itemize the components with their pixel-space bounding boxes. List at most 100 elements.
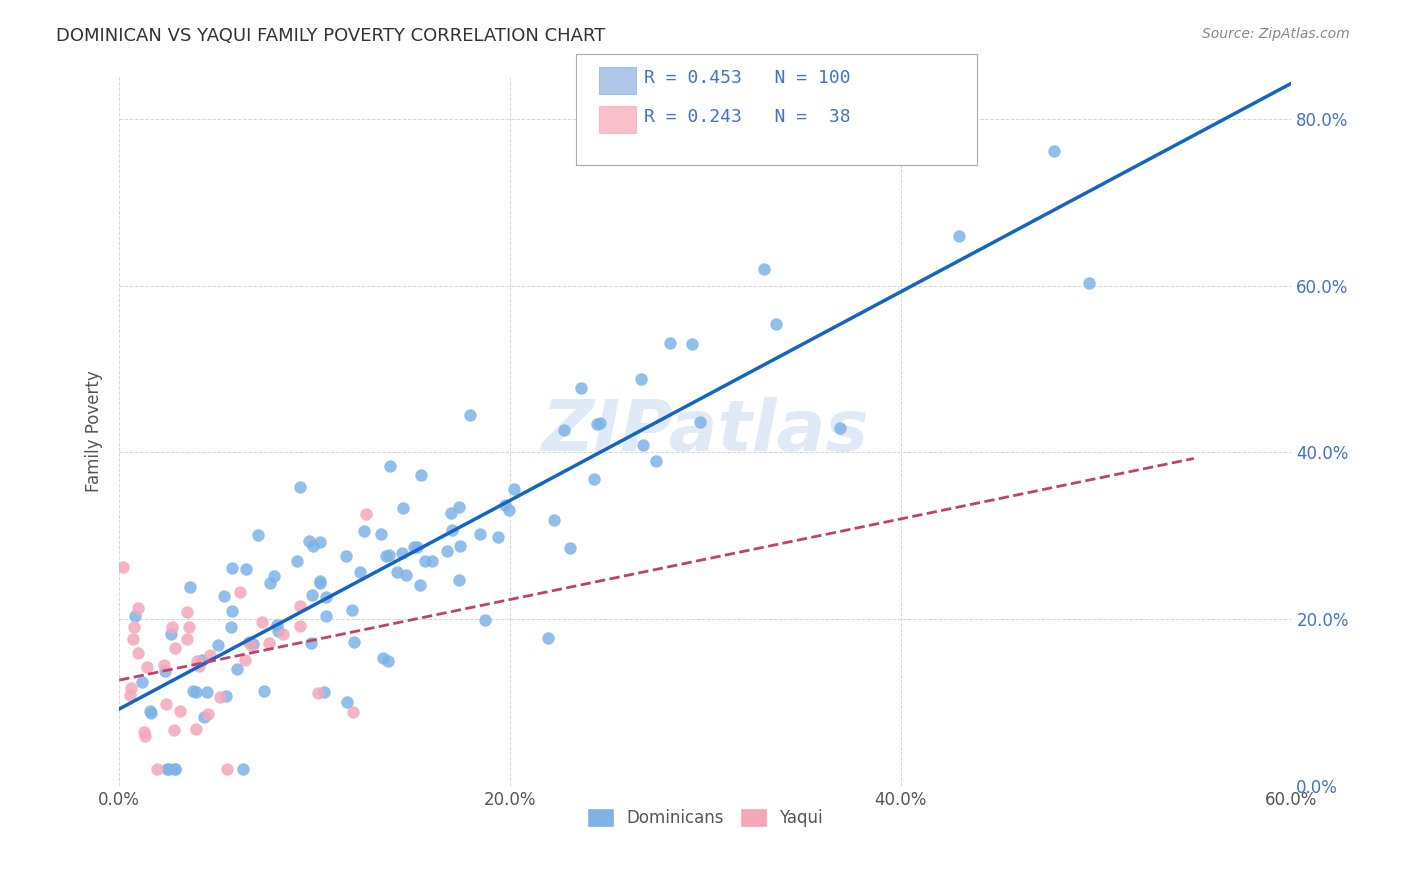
Point — [309, 535, 332, 549]
Point — [645, 454, 668, 468]
Point — [449, 500, 471, 514]
Point — [409, 578, 432, 592]
Point — [299, 636, 322, 650]
Text: DOMINICAN VS YAQUI FAMILY POVERTY CORRELATION CHART: DOMINICAN VS YAQUI FAMILY POVERTY CORREL… — [56, 27, 606, 45]
Point — [543, 513, 565, 527]
Point — [689, 415, 711, 429]
Point — [343, 635, 366, 649]
Point — [301, 588, 323, 602]
Point — [458, 409, 481, 423]
Point — [440, 506, 463, 520]
Point — [139, 704, 162, 718]
Point — [221, 561, 243, 575]
Point — [165, 762, 187, 776]
Point — [233, 653, 256, 667]
Point — [169, 704, 191, 718]
Point — [287, 554, 309, 568]
Point — [405, 540, 427, 554]
Point — [474, 613, 496, 627]
Point — [259, 576, 281, 591]
Point — [153, 658, 176, 673]
Point — [181, 684, 204, 698]
Point — [186, 685, 208, 699]
Point — [765, 317, 787, 331]
Point — [124, 609, 146, 624]
Point — [436, 544, 458, 558]
Point — [342, 705, 364, 719]
Point — [271, 627, 294, 641]
Point — [209, 690, 232, 705]
Point — [221, 604, 243, 618]
Point — [370, 527, 392, 541]
Point — [288, 480, 311, 494]
Point — [131, 674, 153, 689]
Point — [335, 549, 357, 563]
Point — [247, 528, 270, 542]
Point — [112, 559, 135, 574]
Point — [307, 686, 329, 700]
Point — [404, 541, 426, 555]
Point — [658, 335, 681, 350]
Point — [232, 762, 254, 776]
Point — [229, 585, 252, 599]
Point — [558, 541, 581, 556]
Point — [681, 336, 703, 351]
Point — [422, 554, 444, 568]
Y-axis label: Family Poverty: Family Poverty — [86, 371, 103, 492]
Point — [198, 648, 221, 663]
Point — [377, 654, 399, 668]
Point — [298, 534, 321, 549]
Point — [197, 706, 219, 721]
Point — [176, 632, 198, 646]
Point — [631, 438, 654, 452]
Point — [145, 762, 167, 776]
Point — [187, 659, 209, 673]
Point — [589, 417, 612, 431]
Point — [440, 523, 463, 537]
Point — [1042, 145, 1064, 159]
Point — [253, 683, 276, 698]
Text: Source: ZipAtlas.com: Source: ZipAtlas.com — [1202, 27, 1350, 41]
Point — [219, 620, 242, 634]
Point — [335, 695, 357, 709]
Point — [392, 501, 415, 516]
Point — [160, 619, 183, 633]
Point — [191, 652, 214, 666]
Text: R = 0.243   N =  38: R = 0.243 N = 38 — [644, 108, 851, 126]
Point — [395, 567, 418, 582]
Point — [488, 530, 510, 544]
Point — [122, 620, 145, 634]
Point — [118, 688, 141, 702]
Point — [120, 681, 142, 695]
Point — [165, 641, 187, 656]
Point — [315, 590, 337, 604]
Point — [239, 638, 262, 652]
Point — [186, 722, 208, 736]
Text: ZIPatlas: ZIPatlas — [541, 397, 869, 467]
Point — [134, 724, 156, 739]
Point — [630, 371, 652, 385]
Point — [235, 562, 257, 576]
Point — [242, 637, 264, 651]
Point — [134, 729, 156, 743]
Point — [226, 662, 249, 676]
Point — [449, 539, 471, 553]
Point — [159, 626, 181, 640]
Point — [186, 654, 208, 668]
Point — [503, 482, 526, 496]
Point — [375, 549, 398, 563]
Point — [252, 615, 274, 629]
Point — [156, 762, 179, 776]
Point — [157, 762, 180, 776]
Point — [207, 638, 229, 652]
Point — [411, 467, 433, 482]
Text: R = 0.453   N = 100: R = 0.453 N = 100 — [644, 69, 851, 87]
Point — [141, 706, 163, 720]
Point — [371, 651, 394, 665]
Point — [238, 634, 260, 648]
Point — [309, 576, 332, 591]
Point — [257, 636, 280, 650]
Point — [449, 573, 471, 587]
Point — [163, 723, 186, 737]
Point — [312, 685, 335, 699]
